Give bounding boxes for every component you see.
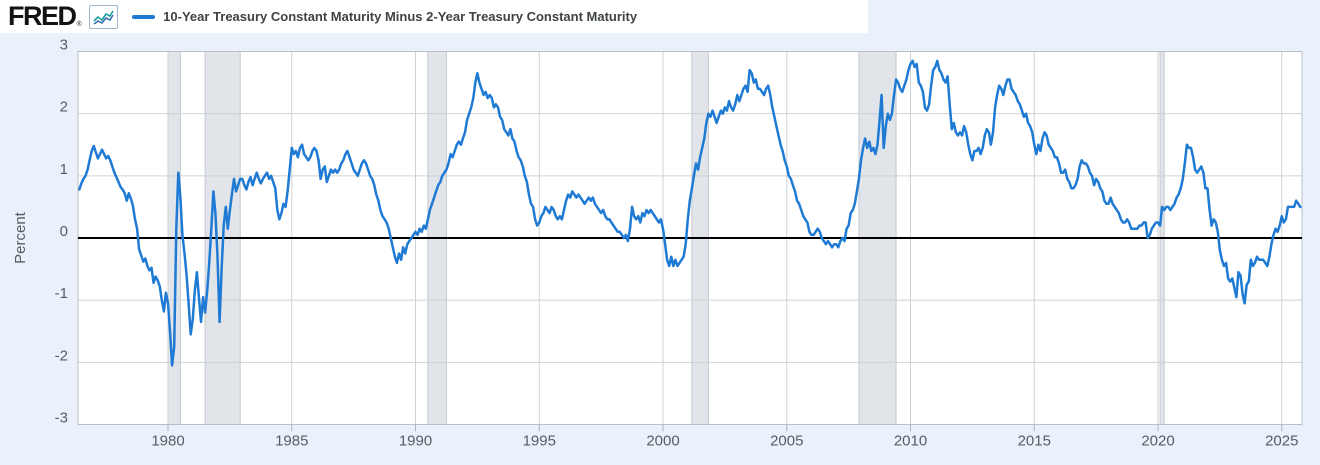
y-tick-label: 3 xyxy=(60,36,68,53)
series-legend-label: 10-Year Treasury Constant Maturity Minus… xyxy=(163,9,638,24)
y-tick-label: -2 xyxy=(55,347,68,364)
x-tick-label: 1980 xyxy=(151,433,184,450)
fred-logo-text: FRED xyxy=(8,1,77,31)
y-tick-label: 1 xyxy=(60,161,68,178)
fred-logo: FRED ® xyxy=(8,1,82,31)
chart-header: FRED ® 10-Year Treasury Constant Maturity… xyxy=(0,0,868,33)
legend-line-swatch xyxy=(132,14,156,19)
y-tick-label: 0 xyxy=(60,223,68,240)
x-tick-label: 2025 xyxy=(1265,433,1298,450)
x-tick-label: 1990 xyxy=(399,433,432,450)
series-line xyxy=(78,59,1302,367)
y-tick-label: -1 xyxy=(55,285,68,302)
y-tick-label: -3 xyxy=(55,410,68,427)
fred-sparkline-glyph xyxy=(93,10,114,25)
x-tick-label: 2005 xyxy=(770,433,803,450)
x-tick-label: 1985 xyxy=(275,433,308,450)
fred-sparkline-icon xyxy=(89,4,119,29)
x-tick-label: 2020 xyxy=(1141,433,1174,450)
registered-mark-icon: ® xyxy=(76,21,82,28)
x-tick-label: 2010 xyxy=(894,433,927,450)
x-tick-label: 2015 xyxy=(1018,433,1051,450)
y-axis-title: Percent xyxy=(12,211,29,264)
x-tick-label: 2000 xyxy=(646,433,679,450)
x-tick-label: 1995 xyxy=(523,433,556,450)
y-tick-label: 2 xyxy=(60,99,68,116)
